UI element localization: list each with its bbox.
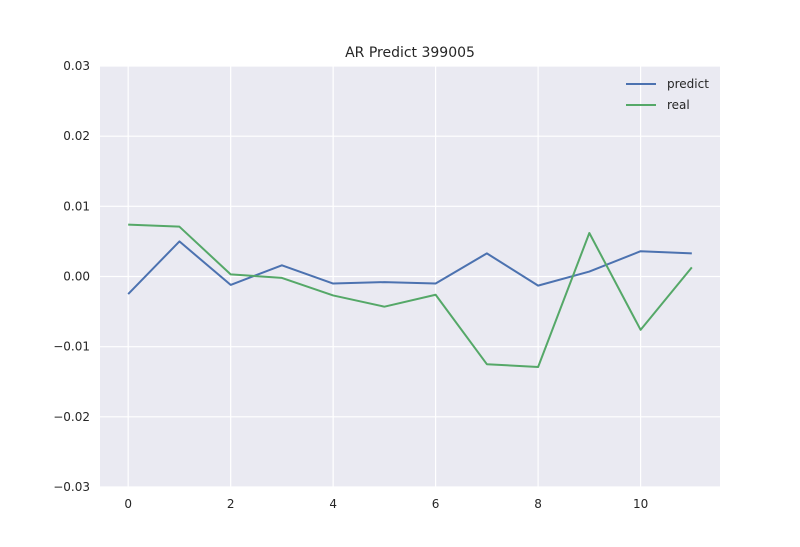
legend: predict real: [626, 77, 709, 112]
y-tick-label: −0.01: [53, 340, 90, 354]
legend-label-real: real: [667, 98, 690, 112]
series-line-predict: [127, 240, 692, 295]
y-tick-label: 0.00: [63, 270, 90, 284]
x-tick-label: 2: [227, 497, 235, 511]
y-tick-label: 0.01: [63, 199, 90, 213]
x-tick-label: 6: [432, 497, 440, 511]
x-tick-label: 8: [534, 497, 542, 511]
y-tick-label: 0.03: [63, 59, 90, 73]
y-tick-label: −0.02: [53, 410, 90, 424]
y-tick-labels: −0.03 −0.02 −0.01 0.00 0.01 0.02 0.03: [53, 59, 90, 494]
y-tick-label: 0.02: [63, 129, 90, 143]
series-line-real: [128, 223, 693, 369]
chart-title: AR Predict 399005: [345, 45, 475, 61]
series-group: [127, 223, 693, 369]
y-tick-label: −0.03: [53, 480, 90, 494]
grid: [100, 65, 720, 488]
x-tick-label: 10: [633, 497, 648, 511]
x-tick-label: 4: [329, 497, 337, 511]
x-tick-label: 0: [124, 497, 132, 511]
x-tick-labels: 0 2 4 6 8 10: [124, 497, 648, 511]
legend-label-predict: predict: [667, 77, 709, 91]
